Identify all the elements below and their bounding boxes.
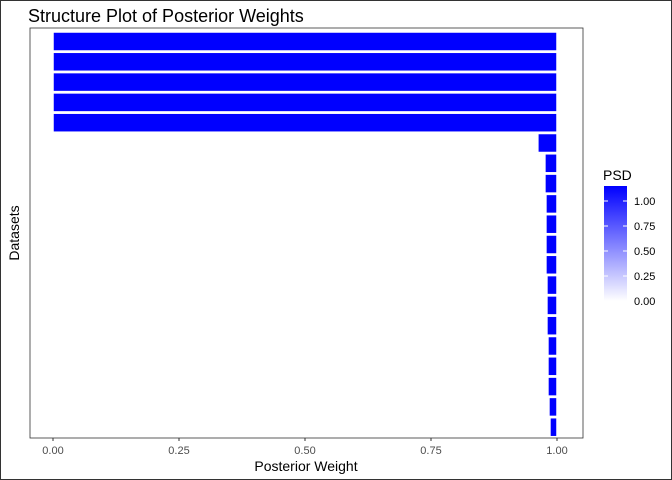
x-tick-label: 0.50 [294,445,315,457]
bar-15 [546,315,558,336]
bar-3 [52,71,558,93]
bar-16 [547,335,558,357]
x-tick-label: 0.25 [168,445,189,457]
y-axis-title: Datasets [6,205,22,260]
x-tick-label: 0.00 [42,445,63,457]
bar-4 [52,92,558,113]
bars-layer [52,31,558,438]
bar-17 [547,356,558,377]
legend-tick-label: 0.25 [634,271,655,283]
x-axis-title: Posterior Weight [254,458,357,474]
legend-colorbar [604,186,627,301]
bar-7 [544,153,558,174]
chart-title: Structure Plot of Posterior Weights [28,6,304,26]
bar-1 [52,31,558,52]
legend-title: PSD [603,167,632,183]
legend-tick-label: 1.00 [634,196,655,208]
bar-2 [52,51,558,73]
bar-6 [537,132,558,154]
legend-tick-label: 0.50 [634,246,655,258]
x-tick-label: 1.00 [546,445,567,457]
psd-legend: PSD 0.00 0.25 0.50 0.75 1.00 [603,167,655,308]
bar-20 [549,416,558,438]
bar-13 [546,274,558,296]
bar-12 [545,254,558,276]
legend-tick-label: 0.00 [634,296,655,308]
legend-tick-label: 0.75 [634,221,655,233]
bar-8 [544,173,558,194]
panel-border [29,27,584,439]
x-axis: 0.00 0.25 0.50 0.75 1.00 [42,438,568,457]
legend-ticks: 0.00 0.25 0.50 0.75 1.00 [604,196,655,308]
bar-18 [547,376,558,397]
bar-10 [545,213,558,235]
bar-5 [52,112,558,133]
bar-9 [545,193,558,215]
bar-19 [548,396,558,418]
bar-11 [545,234,558,255]
x-tick-label: 0.75 [420,445,441,457]
bar-14 [546,295,558,316]
